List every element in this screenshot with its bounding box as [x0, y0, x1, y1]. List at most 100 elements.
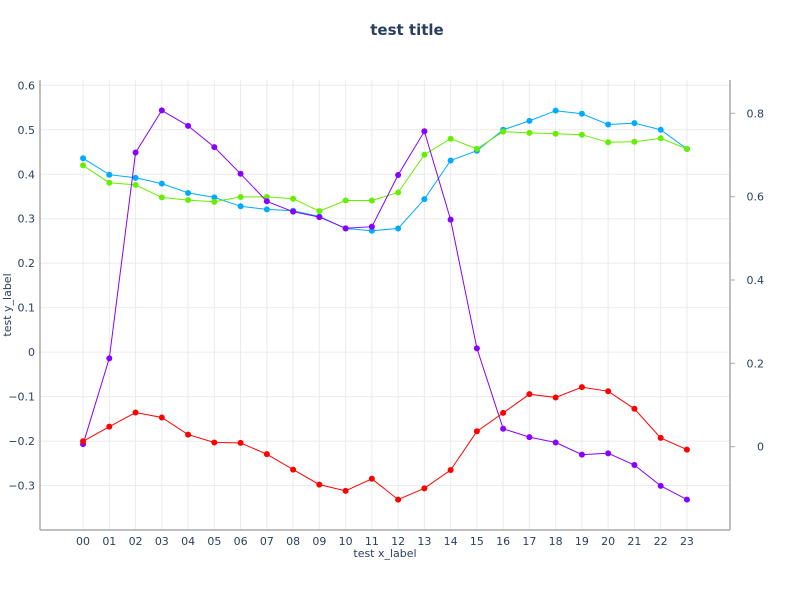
data-point-purple [605, 450, 612, 457]
x-tick-label: 03 [155, 535, 169, 548]
x-tick-label: 17 [522, 535, 536, 548]
x-tick-label: 10 [339, 535, 353, 548]
data-point-blue [237, 203, 244, 210]
data-point-red [631, 405, 638, 412]
data-point-green [80, 162, 87, 169]
data-point-red [526, 391, 533, 398]
data-point-purple [316, 214, 323, 221]
x-tick-label: 13 [417, 535, 431, 548]
data-point-green [578, 131, 585, 138]
y-tick-label: −0.3 [8, 480, 35, 493]
data-point-green [421, 151, 428, 158]
series-line-green [82, 131, 688, 212]
y-tick-label: 0.3 [18, 213, 36, 226]
data-point-red [657, 434, 664, 441]
data-point-purple [631, 462, 638, 468]
x-tick-label: 23 [680, 535, 694, 548]
data-point-red [578, 384, 585, 391]
data-point-green [211, 198, 218, 205]
x-tick-label: 12 [391, 535, 405, 548]
data-point-red [421, 485, 428, 492]
data-point-purple [158, 107, 165, 114]
data-point-green [106, 179, 113, 186]
data-point-purple [473, 345, 480, 352]
data-point-red [211, 439, 218, 446]
y2-tick-label: 0.6 [747, 191, 765, 204]
data-point-red [80, 438, 87, 445]
data-point-purple [368, 223, 375, 230]
data-point-blue [395, 225, 402, 232]
series-group [80, 107, 690, 503]
data-point-green [447, 135, 454, 142]
data-point-purple [447, 216, 454, 223]
data-point-red [342, 487, 349, 494]
y-tick-label: 0.2 [18, 257, 36, 270]
data-point-blue [631, 120, 638, 127]
data-point-red [552, 394, 559, 401]
data-point-green [683, 145, 690, 152]
x-tick-label: 02 [129, 535, 143, 548]
x-axis-label: test x_label [353, 547, 416, 560]
data-point-red [683, 446, 690, 453]
series-line-red [82, 386, 688, 501]
x-tick-label: 16 [496, 535, 510, 548]
data-point-purple [106, 355, 113, 362]
y2-tick-label: 0.8 [747, 107, 765, 120]
series-line-blue [82, 110, 688, 232]
data-point-purple [657, 482, 664, 489]
data-point-purple [500, 425, 507, 432]
data-point-blue [526, 117, 533, 124]
data-point-purple [237, 170, 244, 177]
data-point-blue [106, 171, 113, 178]
x-tick-label: 19 [575, 535, 589, 548]
y2-tick-label: 0.2 [747, 357, 765, 370]
x-tick-label: 09 [312, 535, 326, 548]
data-point-red [263, 451, 270, 458]
data-point-blue [263, 206, 270, 213]
data-point-green [500, 128, 507, 135]
y-tick-label: 0.6 [18, 79, 36, 92]
data-point-red [237, 439, 244, 446]
x-tick-label: 05 [207, 535, 221, 548]
data-point-green [552, 130, 559, 137]
data-point-green [316, 208, 323, 215]
data-point-green [368, 197, 375, 204]
data-point-red [316, 481, 323, 488]
data-point-blue [578, 110, 585, 117]
data-point-red [106, 423, 113, 430]
data-point-blue [158, 180, 165, 187]
data-point-purple [552, 439, 559, 446]
x-tick-label: 00 [76, 535, 90, 548]
y-tick-label: 0.4 [18, 168, 36, 181]
data-point-red [158, 414, 165, 421]
chart-title: test title [370, 21, 443, 39]
data-point-purple [211, 144, 218, 151]
data-point-blue [552, 107, 559, 114]
data-point-blue [421, 196, 428, 203]
data-point-blue [80, 155, 87, 162]
data-point-green [605, 139, 612, 146]
data-point-green [631, 138, 638, 145]
y-tick-label: 0.1 [18, 302, 36, 315]
y-tick-label: −0.1 [8, 391, 35, 404]
data-point-purple [263, 198, 270, 205]
x-tick-label: 01 [102, 535, 116, 548]
data-point-green [158, 194, 165, 201]
data-point-purple [185, 122, 192, 129]
x-tick-label: 07 [260, 535, 274, 548]
data-point-green [132, 181, 139, 188]
data-point-red [290, 466, 297, 473]
data-point-purple [421, 128, 428, 135]
data-point-red [605, 388, 612, 395]
data-point-green [473, 145, 480, 152]
y-tick-label: −0.2 [8, 435, 35, 448]
grid [40, 80, 730, 530]
data-point-red [368, 475, 375, 482]
y2-tick-label: 0 [757, 441, 764, 454]
data-point-purple [290, 208, 297, 215]
y-tick-label: 0 [28, 346, 35, 359]
data-point-red [500, 409, 507, 416]
x-tick-label: 21 [627, 535, 641, 548]
data-point-purple [132, 149, 139, 156]
